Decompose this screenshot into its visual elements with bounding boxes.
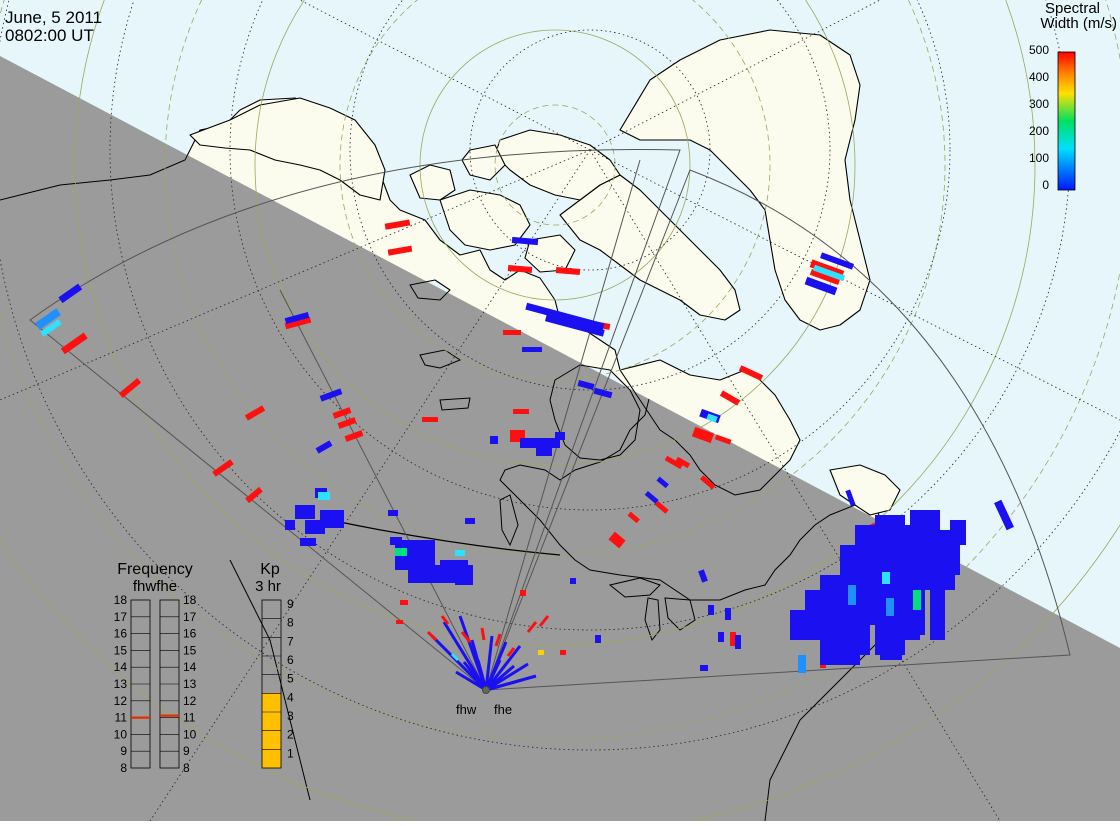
fov-fhe (485, 169, 1071, 691)
kp-subtitle: 3 hr (255, 578, 281, 595)
radar-echoes (35, 219, 1014, 673)
frequency-right-tick: 9 (183, 744, 190, 758)
colorbar-tick-label: 300 (1029, 97, 1049, 111)
colorbar-tick-label: 100 (1029, 151, 1049, 165)
frequency-left-tick: 14 (114, 660, 128, 674)
frequency-right-tick: 17 (183, 610, 197, 624)
banks-island (409, 164, 456, 201)
frequency-right-tick: 12 (183, 694, 197, 708)
frequency-right-tick: 15 (183, 643, 197, 657)
radar-label-fhe: fhe (494, 702, 512, 717)
frequency-left-tick: 12 (114, 694, 128, 708)
frequency-right-tick: 11 (183, 711, 196, 725)
frequency-panel: Frequency fhwfhe 18 17 16 15 14 13 12 11 10 9 8 18 1… (114, 561, 197, 775)
fov-fhw (29, 149, 681, 691)
colorbar-tick-label: 200 (1029, 124, 1049, 138)
colorbar-tick-label: 400 (1029, 70, 1049, 84)
frequency-right-tick: 8 (183, 761, 190, 775)
kp-tick-label: 4 (287, 690, 294, 704)
greenland (619, 29, 871, 331)
kp-tick-label: 6 (287, 653, 294, 667)
baffin-island (559, 174, 741, 321)
ellesmere-island (494, 129, 621, 201)
newfoundland (829, 464, 901, 516)
kp-tick-label: 7 (287, 634, 294, 648)
date-label: June, 5 2011 (5, 8, 102, 27)
time-label: 0802:00 UT (5, 26, 94, 45)
kp-column (261, 599, 282, 769)
frequency-left-tick: 17 (114, 610, 128, 624)
kp-panel: Kp 3 hr 9 8 7 6 5 4 3 2 1 (255, 561, 294, 769)
kp-tick-label: 9 (287, 597, 294, 611)
kp-tick-label: 8 (287, 616, 294, 630)
frequency-left-tick: 15 (114, 643, 128, 657)
frequency-left-tick: 18 (114, 593, 128, 607)
radar-label-fhw: fhw (456, 702, 477, 717)
kp-tick-label: 3 (287, 709, 294, 723)
colorbar-title-line2: Width (m/s) (1040, 15, 1117, 32)
frequency-subtitle: fhwfhe (133, 578, 177, 595)
kp-tick-label: 1 (287, 746, 294, 760)
kp-tick-label: 2 (287, 728, 294, 742)
colorbar-title-line1: Spectral (1045, 0, 1100, 17)
frequency-right-tick: 10 (183, 727, 197, 741)
frequency-left-tick: 11 (115, 711, 128, 725)
colorbar-tick-label: 500 (1029, 43, 1049, 57)
colorbar-gradient (1057, 51, 1076, 191)
spectral-width-colorbar: Spectral Width (m/s) 500 400 300 200 100 0 (1029, 0, 1117, 192)
frequency-left-tick: 9 (120, 744, 127, 758)
frequency-left-tick: 8 (120, 761, 127, 775)
victoria-island (439, 189, 531, 251)
frequency-title: Frequency (117, 561, 193, 578)
frequency-left-tick: 13 (114, 677, 128, 691)
frequency-left-tick: 16 (114, 627, 128, 641)
radar-fields-of-view (29, 149, 1071, 691)
frequency-right-tick: 13 (183, 677, 197, 691)
terminator-line (329, 519, 561, 556)
radar-site-marker (482, 686, 490, 694)
frequency-right-tick: 18 (183, 593, 197, 607)
frequency-right-tick: 16 (183, 627, 197, 641)
frequency-right-tick: 14 (183, 660, 197, 674)
frequency-left-tick: 10 (114, 727, 128, 741)
colorbar-tick-label: 0 (1042, 178, 1049, 192)
radar-site-fan (426, 615, 550, 692)
kp-tick-label: 5 (287, 672, 294, 686)
kp-title: Kp (260, 561, 280, 578)
alaska-north-coast (189, 97, 386, 201)
